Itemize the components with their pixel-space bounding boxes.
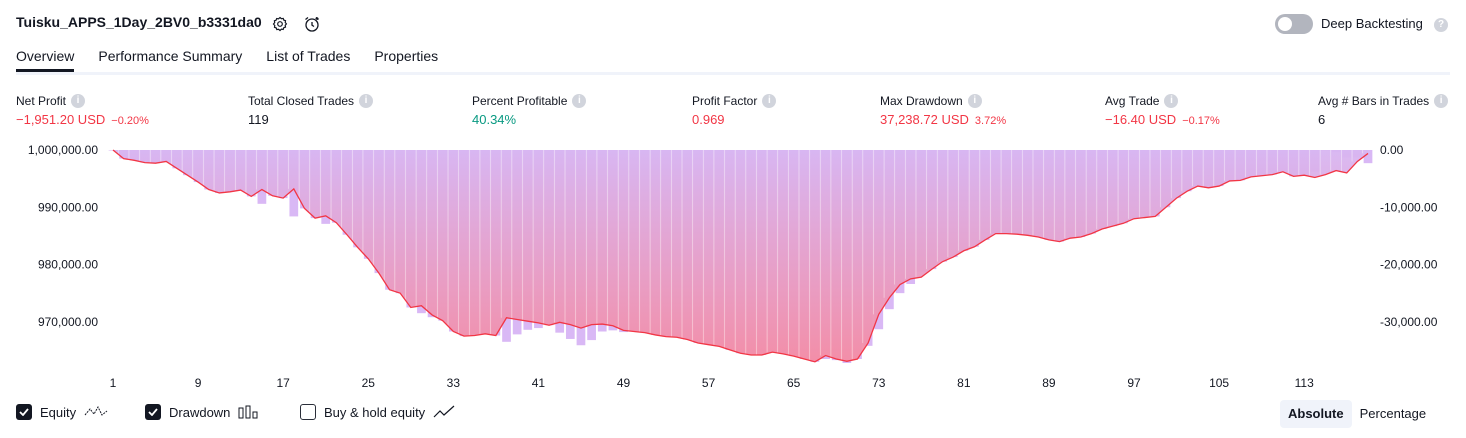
help-icon[interactable]: i: [359, 94, 374, 108]
help-icon[interactable]: i: [1434, 94, 1449, 108]
metric-net-profit: Net Profit i −1,951.20 USD −0.20%: [16, 93, 149, 127]
line-chart-icon: [433, 405, 455, 418]
absolute-button[interactable]: Absolute: [1280, 400, 1352, 428]
metric-value: 6: [1318, 112, 1326, 127]
metric-label: Max Drawdown: [880, 94, 963, 108]
drawdown-bar: [1363, 150, 1373, 164]
help-icon[interactable]: i: [967, 94, 982, 108]
y-axis-tick-label: -20,000.00: [1380, 258, 1438, 272]
tab-overview[interactable]: Overview: [16, 48, 75, 72]
metric-percent: 3.72%: [974, 115, 1007, 127]
y-axis-tick-label: -30,000.00: [1380, 315, 1438, 329]
metric-label: Avg # Bars in Trades: [1318, 94, 1430, 108]
x-axis-tick-label: 89: [1042, 376, 1056, 390]
x-axis-tick-label: 33: [447, 376, 461, 390]
legend-drawdown[interactable]: Drawdown: [145, 404, 260, 420]
equity-line: [112, 149, 1369, 363]
metric-label: Net Profit: [16, 94, 67, 108]
x-axis-tick-label: 49: [617, 376, 631, 390]
y-axis-tick-label: -10,000.00: [1380, 200, 1438, 214]
strategy-title: Tuisku_APPS_1Day_2BV0_b3331da0: [16, 14, 262, 30]
metric-total-closed-trades: Total Closed Trades i 119: [248, 93, 374, 127]
deep-backtesting-label: Deep Backtesting: [1321, 16, 1423, 31]
help-icon[interactable]: i: [762, 94, 777, 108]
metric-label: Total Closed Trades: [248, 94, 355, 108]
legend-equity[interactable]: Equity: [16, 404, 108, 420]
bar-chart-icon: [238, 405, 258, 419]
equity-checkbox[interactable]: [16, 404, 32, 420]
equity-chart[interactable]: 1,000,000.00 990,000.00 980,000.00 970,000.…: [0, 138, 1466, 396]
y-axis-tick-label: 990,000.00: [38, 200, 98, 214]
metric-label: Avg Trade: [1105, 94, 1160, 108]
equity-area: [113, 150, 1368, 362]
metric-value: −16.40 USD: [1105, 112, 1177, 127]
metric-percent: −0.20%: [111, 115, 149, 127]
x-axis-tick-label: 81: [957, 376, 971, 390]
metric-label: Profit Factor: [692, 94, 758, 108]
x-axis-tick-label: 97: [1127, 376, 1141, 390]
metric-label: Percent Profitable: [472, 94, 568, 108]
help-icon[interactable]: i: [71, 94, 86, 108]
alarm-clock-icon[interactable]: [302, 14, 322, 34]
y-axis-tick-label: 980,000.00: [38, 258, 98, 272]
tab-list-of-trades[interactable]: List of Trades: [266, 48, 351, 64]
deep-backtesting-toggle[interactable]: [1275, 14, 1313, 34]
metric-value: 40.34%: [472, 112, 517, 127]
buy-hold-checkbox[interactable]: [300, 404, 316, 420]
metric-avg-bars: Avg # Bars in Trades i 6: [1318, 93, 1449, 127]
x-axis-tick-label: 65: [787, 376, 801, 390]
metric-percent: −0.17%: [1182, 115, 1220, 127]
equity-line-icon: [84, 405, 108, 416]
metric-value: 37,238.72 USD: [880, 112, 969, 127]
x-axis-tick-label: 57: [702, 376, 716, 390]
metric-avg-trade: Avg Trade i −16.40 USD −0.17%: [1105, 93, 1220, 127]
y-axis-tick-label: 1,000,000.00: [28, 143, 98, 157]
legend-label: Buy & hold equity: [324, 404, 426, 420]
metric-value: 0.969: [692, 112, 725, 127]
help-icon[interactable]: i: [572, 94, 587, 108]
settings-icon[interactable]: [270, 14, 290, 34]
metric-value: 119: [248, 112, 269, 127]
x-axis-tick-label: 25: [362, 376, 376, 390]
metric-value: −1,951.20 USD: [16, 112, 106, 127]
metric-profit-factor: Profit Factor i 0.969: [692, 93, 777, 127]
metric-percent-profitable: Percent Profitable i 40.34%: [472, 93, 587, 127]
x-axis-tick-label: 105: [1209, 376, 1229, 390]
y-axis-tick-label: 0.00: [1380, 143, 1404, 157]
x-axis-tick-label: 113: [1295, 376, 1314, 390]
tab-bar: Overview Performance Summary List of Tra…: [16, 48, 438, 72]
tab-divider: [16, 72, 1450, 75]
mode-switch: Absolute Percentage: [1280, 400, 1434, 428]
legend-label: Equity: [40, 404, 77, 420]
x-axis-tick-label: 17: [276, 376, 290, 390]
tab-performance-summary[interactable]: Performance Summary: [98, 48, 243, 64]
x-axis-tick-label: 41: [532, 376, 546, 390]
x-axis-tick-label: 73: [872, 376, 886, 390]
drawdown-checkbox[interactable]: [145, 404, 161, 420]
legend-label: Drawdown: [169, 404, 231, 420]
help-icon[interactable]: i: [1164, 94, 1179, 108]
x-axis-tick-label: 1: [110, 376, 117, 390]
help-icon[interactable]: ?: [1434, 18, 1448, 32]
metric-max-drawdown: Max Drawdown i 37,238.72 USD 3.72%: [880, 93, 1006, 127]
percentage-button[interactable]: Percentage: [1359, 406, 1427, 421]
y-axis-tick-label: 970,000.00: [38, 315, 98, 329]
legend-buy-hold[interactable]: Buy & hold equity: [300, 404, 457, 420]
tab-properties[interactable]: Properties: [374, 48, 439, 64]
x-axis-tick-label: 9: [195, 376, 202, 390]
